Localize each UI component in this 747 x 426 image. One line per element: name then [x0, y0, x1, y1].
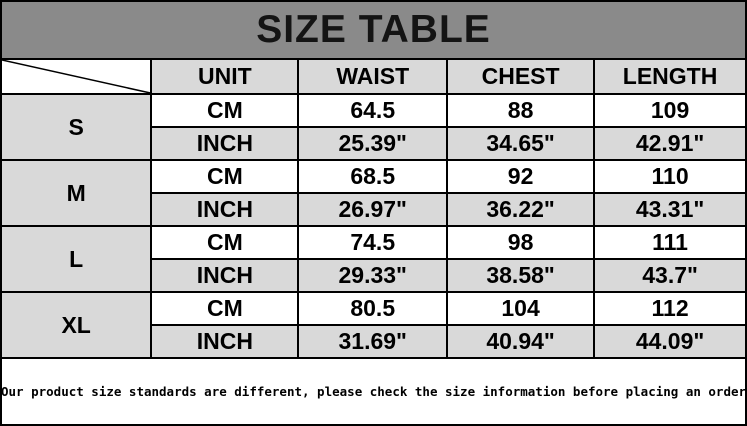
unit-cell-cm: CM: [150, 93, 300, 128]
table-row-xl-inch: INCH 31.69" 40.94" 44.09": [2, 324, 745, 359]
value-waist: 80.5: [297, 291, 449, 326]
size-label-l: L: [2, 225, 153, 293]
column-header-waist: WAIST: [297, 60, 449, 95]
value-length: 43.31": [593, 192, 745, 227]
table-row-l-inch: INCH 29.33" 38.58" 43.7": [2, 258, 745, 293]
column-header-unit: UNIT: [150, 60, 300, 95]
value-length: 110: [593, 159, 745, 194]
diagonal-line-icon: [2, 60, 150, 93]
table-header-row: UNIT WAIST CHEST LENGTH: [2, 60, 745, 95]
size-table: UNIT WAIST CHEST LENGTH S CM 64.5 88 109…: [2, 60, 745, 359]
table-row-l-cm: L CM 74.5 98 111: [2, 225, 745, 293]
value-chest: 104: [446, 291, 596, 326]
title-bar: SIZE TABLE: [2, 2, 745, 60]
value-chest: 38.58": [446, 258, 596, 293]
table-row-m-inch: INCH 26.97" 36.22" 43.31": [2, 192, 745, 227]
value-length: 111: [593, 225, 745, 260]
disclaimer-note: Our product size standards are different…: [0, 359, 747, 424]
column-header-length: LENGTH: [593, 60, 745, 95]
table-row-s-inch: INCH 25.39" 34.65" 42.91": [2, 126, 745, 161]
value-waist: 68.5: [297, 159, 449, 194]
value-waist: 29.33": [297, 258, 449, 293]
value-length: 44.09": [593, 324, 745, 359]
unit-cell-cm: CM: [150, 159, 300, 194]
value-length: 42.91": [593, 126, 745, 161]
table-row-m-cm: M CM 68.5 92 110: [2, 159, 745, 227]
value-chest: 92: [446, 159, 596, 194]
unit-cell-inch: INCH: [151, 258, 300, 293]
value-waist: 74.5: [297, 225, 449, 260]
value-chest: 98: [446, 225, 596, 260]
value-waist: 31.69": [297, 324, 449, 359]
value-waist: 26.97": [297, 192, 449, 227]
unit-cell-cm: CM: [150, 225, 300, 260]
unit-cell-cm: CM: [150, 291, 300, 326]
value-chest: 88: [446, 93, 596, 128]
value-length: 43.7": [593, 258, 745, 293]
value-length: 112: [593, 291, 745, 326]
unit-cell-inch: INCH: [151, 324, 300, 359]
disclaimer-text: Our product size standards are different…: [0, 384, 747, 399]
size-label-m: M: [2, 159, 153, 227]
table-row-xl-cm: XL CM 80.5 104 112: [2, 291, 745, 359]
value-waist: 64.5: [297, 93, 449, 128]
table-row-s-cm: S CM 64.5 88 109: [2, 93, 745, 161]
page-title: SIZE TABLE: [256, 8, 491, 51]
value-length: 109: [593, 93, 745, 128]
unit-cell-inch: INCH: [151, 192, 300, 227]
value-waist: 25.39": [297, 126, 449, 161]
column-header-chest: CHEST: [446, 60, 596, 95]
value-chest: 40.94": [446, 324, 596, 359]
corner-diagonal-cell: [2, 60, 153, 95]
size-label-s: S: [2, 93, 153, 161]
unit-cell-inch: INCH: [151, 126, 300, 161]
size-label-xl: XL: [2, 291, 153, 359]
value-chest: 36.22": [446, 192, 596, 227]
value-chest: 34.65": [446, 126, 596, 161]
